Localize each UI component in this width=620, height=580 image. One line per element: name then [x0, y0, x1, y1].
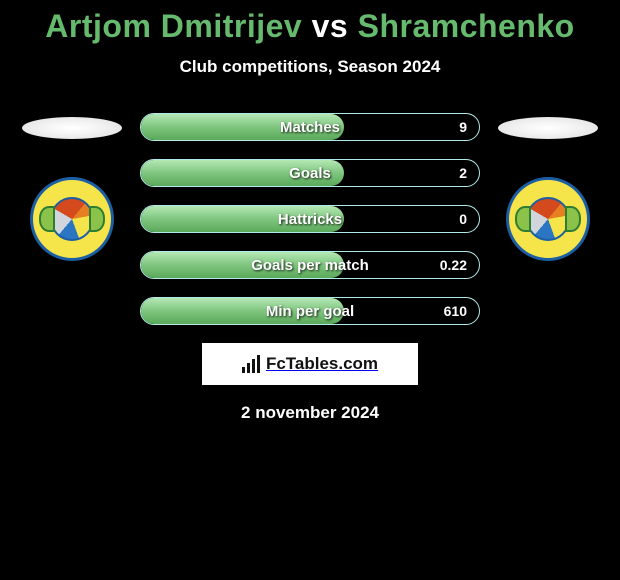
stat-label: Goals per match	[251, 257, 369, 274]
player1-avatar-placeholder	[22, 117, 122, 139]
stat-row-goals: Goals 2	[140, 159, 480, 187]
stat-row-matches: Matches 9	[140, 113, 480, 141]
subtitle: Club competitions, Season 2024	[180, 57, 441, 77]
player2-name: Shramchenko	[358, 8, 575, 44]
page-title: Artjom Dmitrijev vs Shramchenko	[45, 8, 574, 45]
main-row: Matches 9 Goals 2 Hattricks 0 Goals per …	[0, 113, 620, 325]
bar-chart-icon	[242, 355, 260, 373]
footer-date: 2 november 2024	[241, 403, 379, 423]
stat-right-value: 0.22	[440, 257, 467, 273]
stat-label: Matches	[280, 119, 340, 136]
stat-right-value: 0	[459, 211, 467, 227]
stat-row-min-per-goal: Min per goal 610	[140, 297, 480, 325]
stat-row-hattricks: Hattricks 0	[140, 205, 480, 233]
comparison-widget: Artjom Dmitrijev vs Shramchenko Club com…	[0, 0, 620, 423]
player2-avatar-placeholder	[498, 117, 598, 139]
player1-club-badge	[30, 177, 114, 261]
stat-right-value: 610	[444, 303, 467, 319]
stat-right-value: 9	[459, 119, 467, 135]
stats-column: Matches 9 Goals 2 Hattricks 0 Goals per …	[140, 113, 480, 325]
player1-column	[22, 113, 122, 261]
stat-right-value: 2	[459, 165, 467, 181]
stat-label: Hattricks	[278, 211, 342, 228]
player2-column	[498, 113, 598, 261]
club-swirl-icon	[50, 197, 94, 241]
vs-separator: vs	[302, 8, 357, 44]
brand-text: FcTables.com	[266, 354, 378, 374]
club-swirl-icon	[526, 197, 570, 241]
brand-link[interactable]: FcTables.com	[202, 343, 418, 385]
player1-name: Artjom Dmitrijev	[45, 8, 302, 44]
stat-row-goals-per-match: Goals per match 0.22	[140, 251, 480, 279]
stat-label: Min per goal	[266, 303, 354, 320]
player2-club-badge	[506, 177, 590, 261]
stat-label: Goals	[289, 165, 331, 182]
